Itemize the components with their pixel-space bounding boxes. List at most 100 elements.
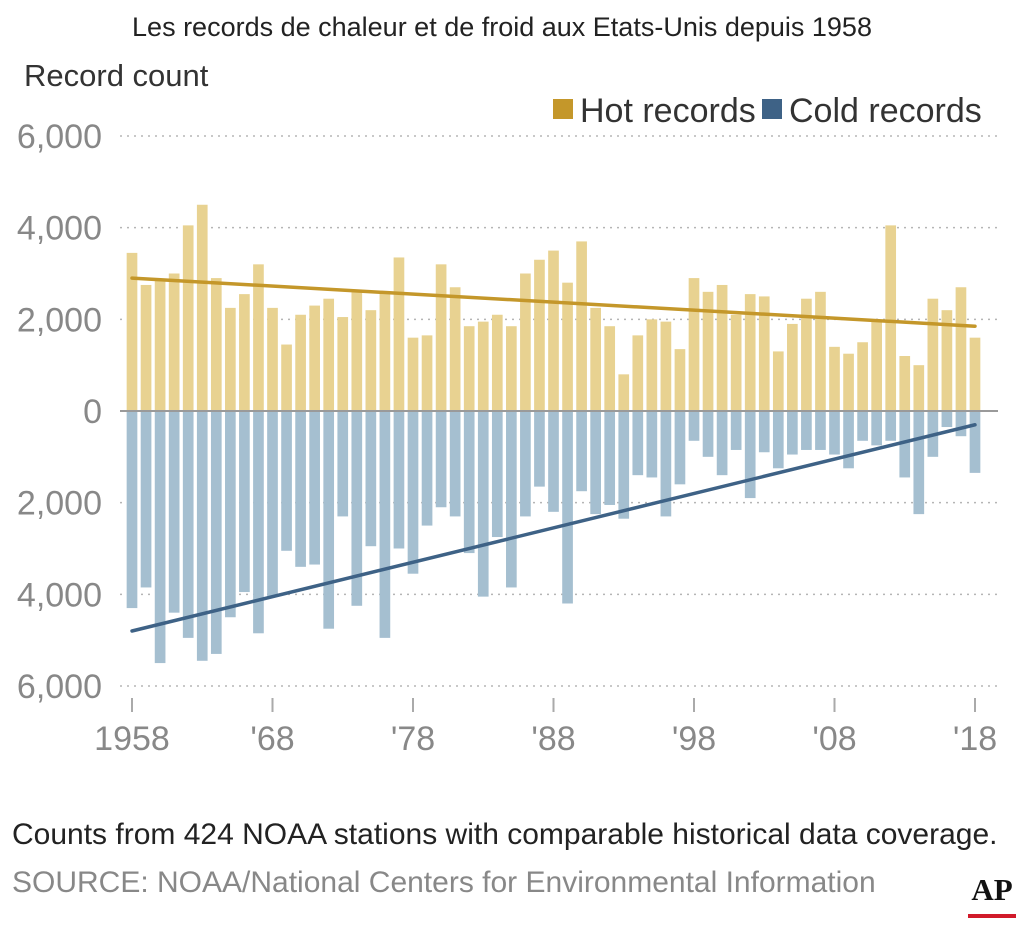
hot-record-bar [379,291,391,411]
cold-record-bar [548,411,559,512]
cold-record-bar [618,411,630,519]
hot-record-bar [435,264,447,411]
hot-record-bar [772,351,784,411]
bars [126,204,981,664]
cold-record-bar [140,411,152,588]
legend-hot-swatch [553,99,573,119]
hot-record-bar [140,284,152,411]
hot-record-bar [520,273,531,411]
hot-record-bar [660,321,672,411]
ap-logo: AP [971,872,1013,907]
cold-record-bar [393,411,405,549]
cold-record-bar [267,411,278,597]
hot-record-bar [295,314,306,411]
hot-record-bar [154,280,166,411]
y-axis-label: Record count [24,58,209,93]
hot-record-bar [674,349,686,411]
hot-record-bar [969,337,981,411]
hot-record-bar [815,291,826,411]
hot-record-bar [632,335,644,411]
cold-record-bar [534,411,545,487]
legend-cold-label: Cold records [789,92,982,130]
hot-record-bar [955,287,967,411]
hot-record-bar [927,298,939,411]
x-tick-label: 1958 [94,720,170,758]
x-tick-labels: 1958 '68 '78 '88 '98 '08 '18 [94,698,997,758]
hot-record-bar [449,287,461,411]
cold-record-bar [674,411,686,485]
hot-record-bar [534,259,545,411]
hot-record-bar [604,326,616,411]
cold-trend-line [130,423,977,633]
x-tick-label: '68 [250,720,294,758]
cold-record-bar [225,411,236,618]
hot-record-bar [885,225,897,411]
y-tick-label: 4,000 [17,576,102,614]
hot-record-bar [688,278,700,411]
y-tick-label: 0 [83,393,102,431]
chart-svg: Les records de chaleur et de froid aux E… [17,12,998,758]
y-tick-label: 6,000 [17,118,102,156]
hot-record-bar [126,252,138,411]
cold-record-bar [253,411,264,634]
hot-record-bar [646,319,658,411]
hot-record-bar [491,314,503,411]
trend-lines [130,276,977,633]
hot-record-bar [702,291,714,411]
hot-record-bar [281,344,292,411]
hot-record-bar [941,310,953,411]
hot-record-bar [309,305,320,411]
cold-record-bar [815,411,826,450]
hot-record-bar [182,225,194,411]
hot-record-bar [506,326,517,411]
x-tick-label: '88 [531,720,575,758]
cold-record-bar [758,411,770,453]
y-tick-label: 6,000 [17,668,102,706]
cold-record-bar [477,411,489,597]
legend-cold-swatch [762,99,782,119]
hot-record-bar [225,307,236,411]
cold-record-bar [365,411,377,547]
hot-record-bar [871,321,882,411]
hot-record-bar [744,294,756,411]
cold-record-bar [590,411,601,515]
cold-record-bar [126,411,138,609]
cold-record-bar [309,411,320,565]
cold-record-bar [646,411,658,478]
hot-record-bar [407,337,419,411]
cold-record-bar [688,411,700,441]
cold-record-bar [154,411,166,664]
cold-record-bar [239,411,250,593]
source-note: SOURCE: NOAA/National Centers for Enviro… [12,866,876,899]
hot-record-bar [857,342,868,411]
hot-record-bar [618,374,630,411]
footnote: Counts from 424 NOAA stations with compa… [12,818,998,851]
cold-record-bar [660,411,672,517]
cold-record-bar [210,411,222,654]
cold-record-bar [787,411,798,455]
hot-record-bar [337,317,349,411]
x-tick-label: '18 [953,720,997,758]
chart-title: Les records de chaleur et de froid aux E… [132,12,872,42]
cold-record-bar [843,411,854,469]
cold-record-bar [969,411,981,473]
hot-record-bar [758,296,770,411]
cold-record-bar [196,411,208,661]
cold-record-bar [449,411,461,517]
hot-record-bar [716,284,728,411]
cold-record-bar [491,411,503,538]
cold-record-bar [913,411,925,515]
cold-record-bar [801,411,812,450]
cold-record-bar [899,411,911,478]
hot-record-bar [801,298,812,411]
hot-record-bar [168,273,180,411]
cold-record-bar [744,411,756,499]
cold-record-bar [506,411,517,588]
cold-record-bar [885,411,897,441]
x-tick-label: '08 [812,720,856,758]
cold-record-bar [463,411,475,554]
cold-record-bar [323,411,335,629]
cold-record-bar [421,411,433,526]
hot-record-bar [267,307,278,411]
cold-record-bar [857,411,868,441]
